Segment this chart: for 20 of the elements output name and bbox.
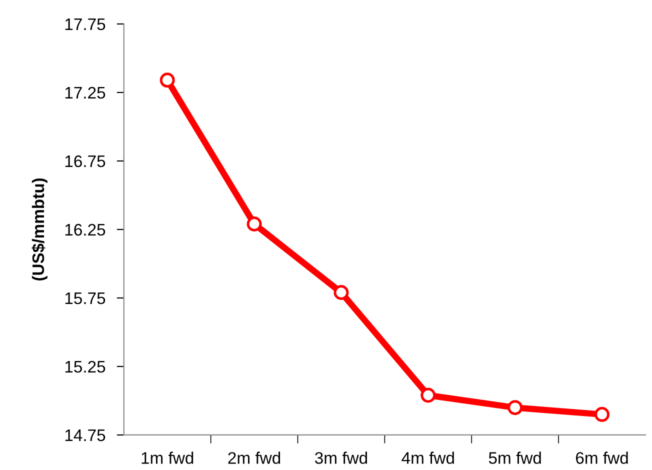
point <box>420 388 436 403</box>
point <box>334 285 349 300</box>
x-tick-label: 2m fwd <box>228 452 280 464</box>
y-tick-label: 15.75 <box>65 292 106 304</box>
x-tick-label: 1m fwd <box>142 452 194 464</box>
y-tick-label: 14.75 <box>65 430 106 442</box>
point <box>246 216 262 232</box>
y-tick-label: 15.25 <box>65 360 106 373</box>
point <box>508 400 523 416</box>
point <box>160 72 175 88</box>
x-tick-label: 4m fwd <box>402 452 454 464</box>
x-tick-label: 5m fwd <box>488 452 541 464</box>
y-tick-label: 16.75 <box>65 155 106 168</box>
y-tick-label: 17.25 <box>65 86 106 99</box>
x-tick-label: 6m fwd <box>576 452 628 464</box>
x-tick-label: 3m fwd <box>314 452 367 464</box>
point <box>594 406 610 422</box>
y-tick-label: 16.25 <box>65 224 106 236</box>
y-tick-label: 17.75 <box>65 18 106 30</box>
y-axis-title: (US$/mmbtu) <box>32 178 48 280</box>
